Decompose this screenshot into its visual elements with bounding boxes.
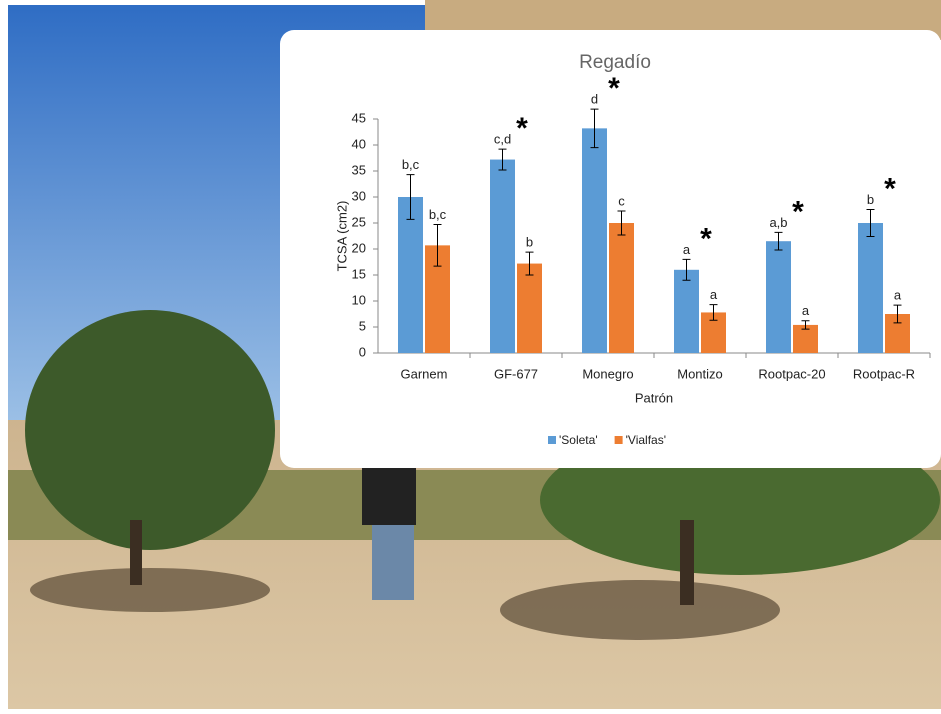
y-tick-label: 0 [359, 344, 366, 359]
legend-label: 'Vialfas' [626, 433, 666, 447]
letter-label: a [894, 288, 902, 303]
bar [766, 241, 791, 353]
error-bar [525, 251, 534, 276]
letter-label: a [710, 287, 718, 302]
y-tick-label: 10 [352, 292, 366, 307]
letter-label: a [683, 242, 691, 257]
person [362, 465, 416, 525]
letter-label: c,d [494, 132, 511, 147]
legend-swatch [614, 436, 623, 444]
error-bar [801, 320, 810, 330]
y-tick-label: 45 [352, 110, 366, 125]
y-tick-label: 40 [352, 136, 366, 151]
trunk [680, 520, 694, 605]
significance-mark: * [516, 112, 528, 145]
y-tick-label: 25 [352, 214, 366, 229]
bar [582, 128, 607, 353]
letter-label: a [802, 303, 810, 318]
letter-label: b,c [402, 157, 420, 172]
y-tick-label: 20 [352, 240, 366, 255]
error-bar [682, 258, 691, 281]
letter-label: d [591, 92, 598, 107]
x-tick-label: Montizo [677, 366, 723, 381]
error-bar [406, 174, 415, 220]
bar [793, 324, 818, 353]
bar [609, 223, 634, 353]
bar [674, 269, 699, 353]
error-bar [498, 148, 507, 171]
error-bar [433, 224, 442, 267]
x-tick-label: Rootpac-R [853, 366, 915, 381]
error-bar [617, 210, 626, 236]
legend-label: 'Soleta' [559, 433, 598, 447]
bar [517, 263, 542, 353]
tree [25, 310, 275, 550]
letter-label: b [526, 235, 533, 250]
error-bar [709, 304, 718, 321]
bar [858, 223, 883, 353]
y-tick-label: 15 [352, 266, 366, 281]
error-bar [866, 208, 875, 238]
letter-label: b [867, 192, 874, 207]
bar [490, 159, 515, 353]
x-tick-label: Monegro [582, 366, 633, 381]
legend-swatch [548, 436, 556, 444]
shadow [500, 580, 780, 640]
letter-label: a,b [769, 215, 787, 230]
person-legs [372, 525, 414, 600]
letter-label: c [618, 193, 625, 208]
shadow [30, 568, 270, 612]
y-tick-label: 30 [352, 188, 366, 203]
chart-title: Regadío [579, 52, 651, 73]
error-bar [590, 108, 599, 149]
x-tick-label: Rootpac-20 [758, 366, 825, 381]
error-bar [893, 304, 902, 324]
y-tick-label: 35 [352, 162, 366, 177]
significance-mark: * [608, 72, 620, 105]
x-axis-label: Patrón [635, 390, 673, 405]
significance-mark: * [884, 172, 896, 205]
significance-mark: * [792, 195, 804, 228]
y-axis-label: TCSA (cm2) [334, 201, 349, 272]
x-tick-label: GF-677 [494, 366, 538, 381]
letter-label: b,c [429, 207, 447, 222]
trunk [130, 520, 142, 585]
x-tick-label: Garnem [401, 366, 448, 381]
bar [398, 197, 423, 353]
significance-mark: * [700, 222, 712, 255]
error-bar [774, 231, 783, 251]
y-tick-label: 5 [359, 318, 366, 333]
